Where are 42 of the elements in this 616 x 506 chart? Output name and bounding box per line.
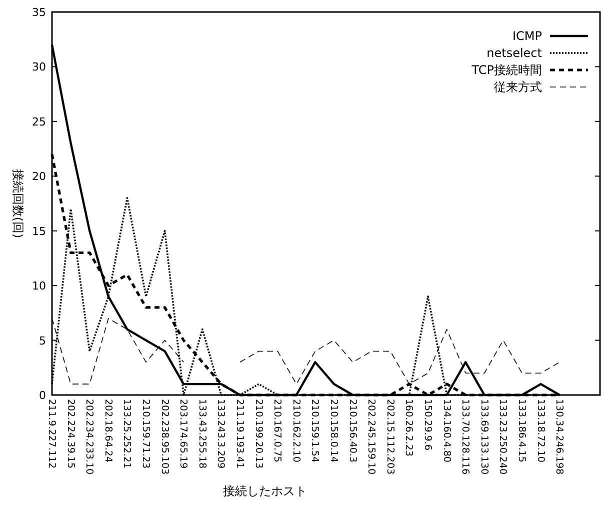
x-tick-label: 150.29.9.6 (422, 399, 433, 450)
x-tick-label: 202.245.159.10 (366, 399, 377, 475)
x-tick-label: 130.34.246.198 (554, 399, 565, 475)
x-tick-label: 133.186.4.15 (516, 399, 527, 462)
x-axis-title: 接続したホスト (223, 484, 307, 498)
x-tick-label: 202.15.112.203 (384, 399, 396, 475)
y-tick-label: 15 (32, 224, 46, 238)
y-tick-label: 20 (32, 170, 46, 184)
x-tick-label: 203.174.65.19 (178, 399, 189, 469)
x-tick-label: 202.238.95.103 (158, 399, 170, 475)
x-tick-label: 210.159.71.23 (140, 399, 151, 469)
legend-label: 従来方式 (494, 80, 542, 94)
x-tick-label: 211.19.193.41 (234, 399, 245, 469)
y-tick-label: 30 (32, 60, 46, 74)
x-tick-label: 211.9.227.112 (46, 399, 57, 469)
x-tick-label: 133.70.128.116 (460, 399, 471, 475)
x-tick-label: 202.18.64.24 (102, 399, 114, 462)
legend-label: ICMP (512, 29, 542, 43)
x-tick-label: 133.43.255.18 (196, 399, 208, 469)
x-tick-label: 210.156.40.3 (346, 399, 358, 462)
y-tick-label: 25 (32, 115, 46, 128)
y-tick-label: 35 (32, 6, 46, 19)
x-tick-label: 134.160.4.80 (440, 399, 452, 462)
y-tick-label: 5 (39, 334, 46, 348)
x-tick-label: 160.26.2.23 (403, 399, 414, 456)
x-tick-label: 210.159.1.54 (309, 399, 320, 462)
x-tick-label: 210.158.0.14 (328, 399, 339, 462)
x-tick-label: 133.23.250.240 (497, 399, 508, 475)
x-tick-label: 133.243.3.209 (215, 399, 226, 469)
y-axis-title: 接続回数(回) (11, 168, 25, 238)
x-tick-label: 133.69.133.130 (478, 399, 490, 475)
x-tick-label: 202.224.39.15 (64, 399, 76, 469)
x-tick-label: 210.167.0.75 (272, 399, 283, 462)
x-tick-label: 202.234.233.10 (84, 399, 95, 475)
legend-label: netselect (486, 46, 542, 60)
y-tick-label: 0 (39, 389, 46, 402)
legend-label: TCP接続時間 (470, 63, 542, 77)
x-tick-label: 133.18.72.10 (534, 399, 546, 462)
x-tick-label: 133.25.252.21 (121, 399, 132, 469)
x-tick-label: 210.199.20.13 (252, 399, 264, 469)
y-tick-label: 10 (32, 280, 46, 293)
x-tick-label: 210.162.2.10 (290, 399, 302, 462)
